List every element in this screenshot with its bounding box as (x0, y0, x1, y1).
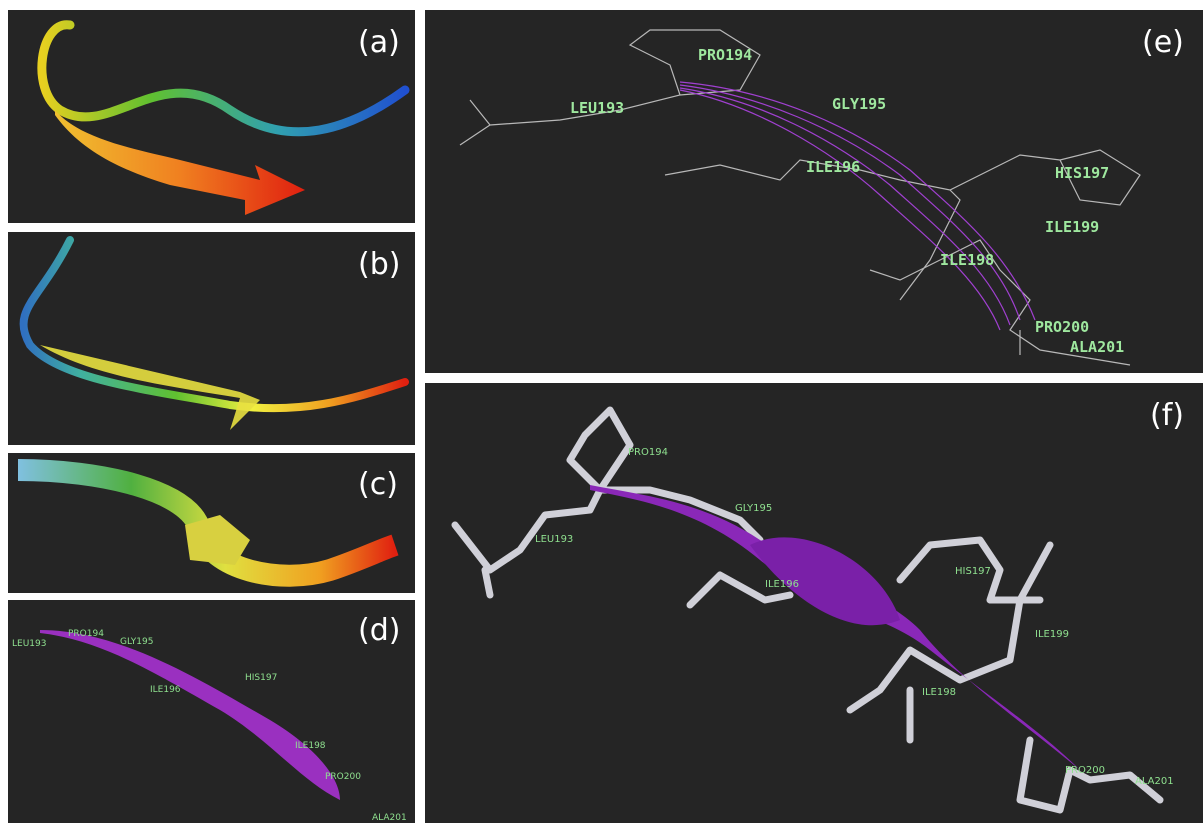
residue-label: PRO200 (1065, 765, 1105, 776)
residue-label: ILE198 (295, 741, 326, 751)
residue-label: PRO194 (68, 629, 104, 639)
residue-label: ALA201 (1135, 776, 1174, 787)
panel-label: (d) (358, 613, 400, 648)
panel-label: (b) (358, 247, 400, 282)
page: {"panels": { "a": {"label": "(a)"}, "b":… (0, 0, 1203, 823)
residue-label: ILE198 (940, 251, 994, 269)
residue-label: ILE196 (806, 158, 860, 176)
residue-label: GLY195 (832, 95, 886, 113)
figure: (a) (b) (c) (d) (e) (f) LEU193 PRO194 GL… (0, 0, 1203, 823)
residue-label: ILE196 (765, 579, 799, 590)
residue-label: HIS197 (245, 673, 277, 683)
residue-label: ILE199 (1045, 218, 1099, 236)
residue-label: ALA201 (1070, 338, 1124, 356)
residue-label: PRO194 (698, 46, 752, 64)
residue-label: HIS197 (955, 566, 991, 577)
residue-label: LEU193 (570, 99, 624, 117)
residue-label: PRO200 (1035, 318, 1089, 336)
panel-label: (c) (358, 467, 398, 502)
residue-label: ALA201 (372, 813, 407, 823)
panel-label: (e) (1142, 25, 1184, 60)
panel-label: (f) (1150, 398, 1184, 433)
residue-label: GLY195 (735, 503, 772, 514)
residue-label: PRO200 (325, 772, 361, 782)
residue-label: ILE198 (922, 687, 956, 698)
residue-label: ILE196 (150, 685, 181, 695)
residue-label: GLY195 (120, 637, 153, 647)
residue-label: LEU193 (12, 639, 46, 649)
residue-label: HIS197 (1055, 164, 1109, 182)
residue-label: PRO194 (628, 447, 668, 458)
panel-b (8, 232, 415, 445)
residue-label: LEU193 (535, 534, 573, 545)
residue-label: ILE199 (1035, 629, 1069, 640)
panel-label: (a) (358, 25, 400, 60)
